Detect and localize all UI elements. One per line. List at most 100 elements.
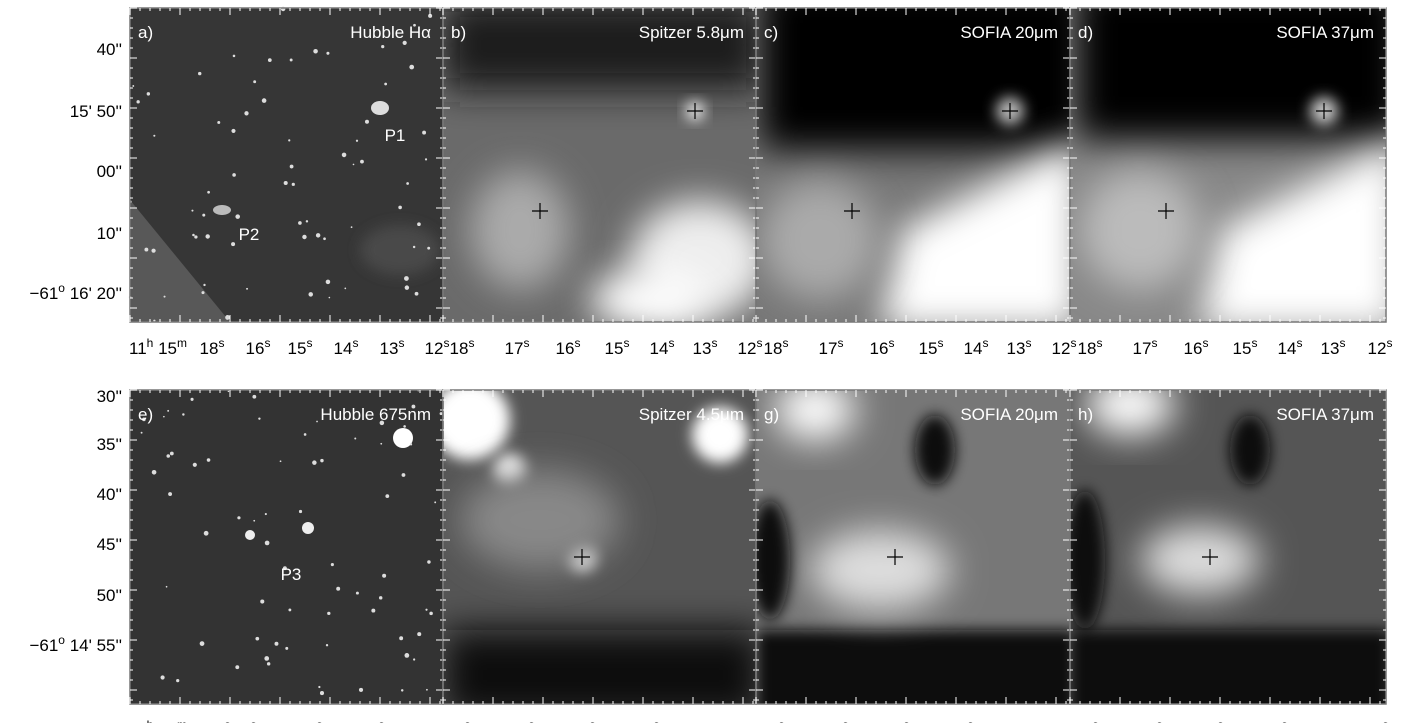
star bbox=[426, 689, 428, 691]
star bbox=[415, 292, 419, 296]
star bbox=[194, 235, 197, 238]
star bbox=[379, 596, 382, 599]
label-part: 30'' bbox=[97, 387, 122, 406]
figure: a)Hubble Hαb)Spitzer 5.8μmc)SOFIA 20μmd)… bbox=[0, 0, 1415, 723]
star bbox=[413, 246, 415, 248]
y-tick-label: 35'' bbox=[97, 435, 122, 454]
superscript: s bbox=[1070, 336, 1076, 350]
label-part: 16 bbox=[1184, 339, 1203, 358]
superscript: s bbox=[1386, 336, 1392, 350]
star bbox=[151, 249, 155, 253]
x-tick-label: 01s bbox=[885, 718, 910, 723]
x-tick-label: 00s bbox=[1263, 718, 1288, 723]
star bbox=[326, 52, 329, 55]
star bbox=[425, 609, 427, 611]
label-part: 00'' bbox=[97, 162, 122, 181]
label-part: 40'' bbox=[97, 40, 122, 59]
x-tick-label: 02s bbox=[510, 718, 535, 723]
panel-title: Hubble 675nm bbox=[320, 405, 431, 424]
label-part: 13 bbox=[380, 339, 399, 358]
label-part: 13 bbox=[1321, 339, 1340, 358]
panel-title: SOFIA 20μm bbox=[960, 405, 1058, 424]
star bbox=[385, 494, 389, 498]
star bbox=[141, 432, 143, 434]
superscript: s bbox=[782, 336, 788, 350]
star bbox=[410, 443, 412, 445]
y-tick-label: −61o 14' 55'' bbox=[29, 633, 122, 655]
label-part: 15 bbox=[605, 339, 624, 358]
x-tick-label: 18s bbox=[764, 336, 789, 358]
star bbox=[176, 679, 179, 682]
star bbox=[422, 131, 426, 135]
x-tick-label: 01s bbox=[298, 718, 323, 723]
star bbox=[136, 100, 139, 103]
label-part: 13 bbox=[1007, 339, 1026, 358]
y-tick-label: 00'' bbox=[97, 162, 122, 181]
star bbox=[267, 662, 270, 665]
x-tick-label: 02s bbox=[824, 718, 849, 723]
superscript: s bbox=[1092, 718, 1098, 723]
label-part: 18 bbox=[1078, 339, 1097, 358]
star bbox=[153, 135, 155, 137]
star bbox=[402, 473, 406, 477]
x-tick-label: 17s bbox=[819, 336, 844, 358]
star bbox=[204, 531, 209, 536]
star bbox=[288, 139, 290, 141]
star bbox=[193, 463, 197, 467]
y-tick-label: 40'' bbox=[97, 40, 122, 59]
star bbox=[252, 395, 256, 399]
star bbox=[231, 129, 235, 133]
superscript: s bbox=[468, 336, 474, 350]
star bbox=[359, 688, 363, 692]
star bbox=[198, 72, 201, 75]
panel-title: Spitzer 5.8μm bbox=[639, 23, 744, 42]
star bbox=[344, 288, 346, 290]
label-part: 15 bbox=[1233, 339, 1252, 358]
star bbox=[336, 587, 340, 591]
x-tick-label: 02s bbox=[232, 718, 257, 723]
star bbox=[265, 513, 267, 515]
label-part: 14 bbox=[334, 339, 353, 358]
panel-title: SOFIA 20μm bbox=[960, 23, 1058, 42]
star bbox=[440, 412, 443, 415]
superscript: s bbox=[1096, 336, 1102, 350]
y-tick-label: −61o 16' 20'' bbox=[29, 281, 122, 303]
star bbox=[265, 541, 270, 546]
x-tick-label: 00s bbox=[635, 718, 660, 723]
superscript: s bbox=[218, 336, 224, 350]
star bbox=[202, 214, 205, 217]
label-part: 45'' bbox=[97, 535, 122, 554]
label-part: 16 bbox=[870, 339, 889, 358]
x-tick-label: 11h 15m bbox=[129, 718, 187, 723]
star bbox=[318, 686, 320, 688]
star bbox=[200, 641, 205, 646]
star bbox=[205, 234, 209, 238]
star bbox=[427, 560, 430, 563]
superscript: s bbox=[250, 718, 256, 723]
star bbox=[326, 644, 328, 646]
star bbox=[168, 492, 172, 496]
x-tick-label: 15s bbox=[288, 336, 313, 358]
x-tick-label: 14s bbox=[1278, 336, 1303, 358]
label-part: 11 bbox=[129, 339, 147, 358]
star bbox=[371, 609, 375, 613]
label-part: 14 bbox=[650, 339, 669, 358]
source-label: P3 bbox=[281, 565, 302, 584]
x-tick-label: 15s bbox=[605, 336, 630, 358]
star bbox=[235, 214, 240, 219]
star bbox=[327, 612, 330, 615]
x-tick-label: 18s bbox=[450, 336, 475, 358]
star bbox=[233, 55, 236, 58]
star bbox=[253, 520, 255, 522]
star bbox=[170, 452, 174, 456]
superscript: s bbox=[653, 718, 659, 723]
star bbox=[331, 563, 334, 566]
x-tick-label: 17s bbox=[1133, 336, 1158, 358]
x-tick-label: 12s bbox=[1052, 336, 1077, 358]
label-part: 16 bbox=[246, 339, 265, 358]
x-tick-label: 03s bbox=[446, 718, 471, 723]
label-part: −61 bbox=[29, 284, 58, 303]
x-tick-label: 01s bbox=[1199, 718, 1224, 723]
star bbox=[323, 237, 326, 240]
superscript: s bbox=[316, 718, 322, 723]
